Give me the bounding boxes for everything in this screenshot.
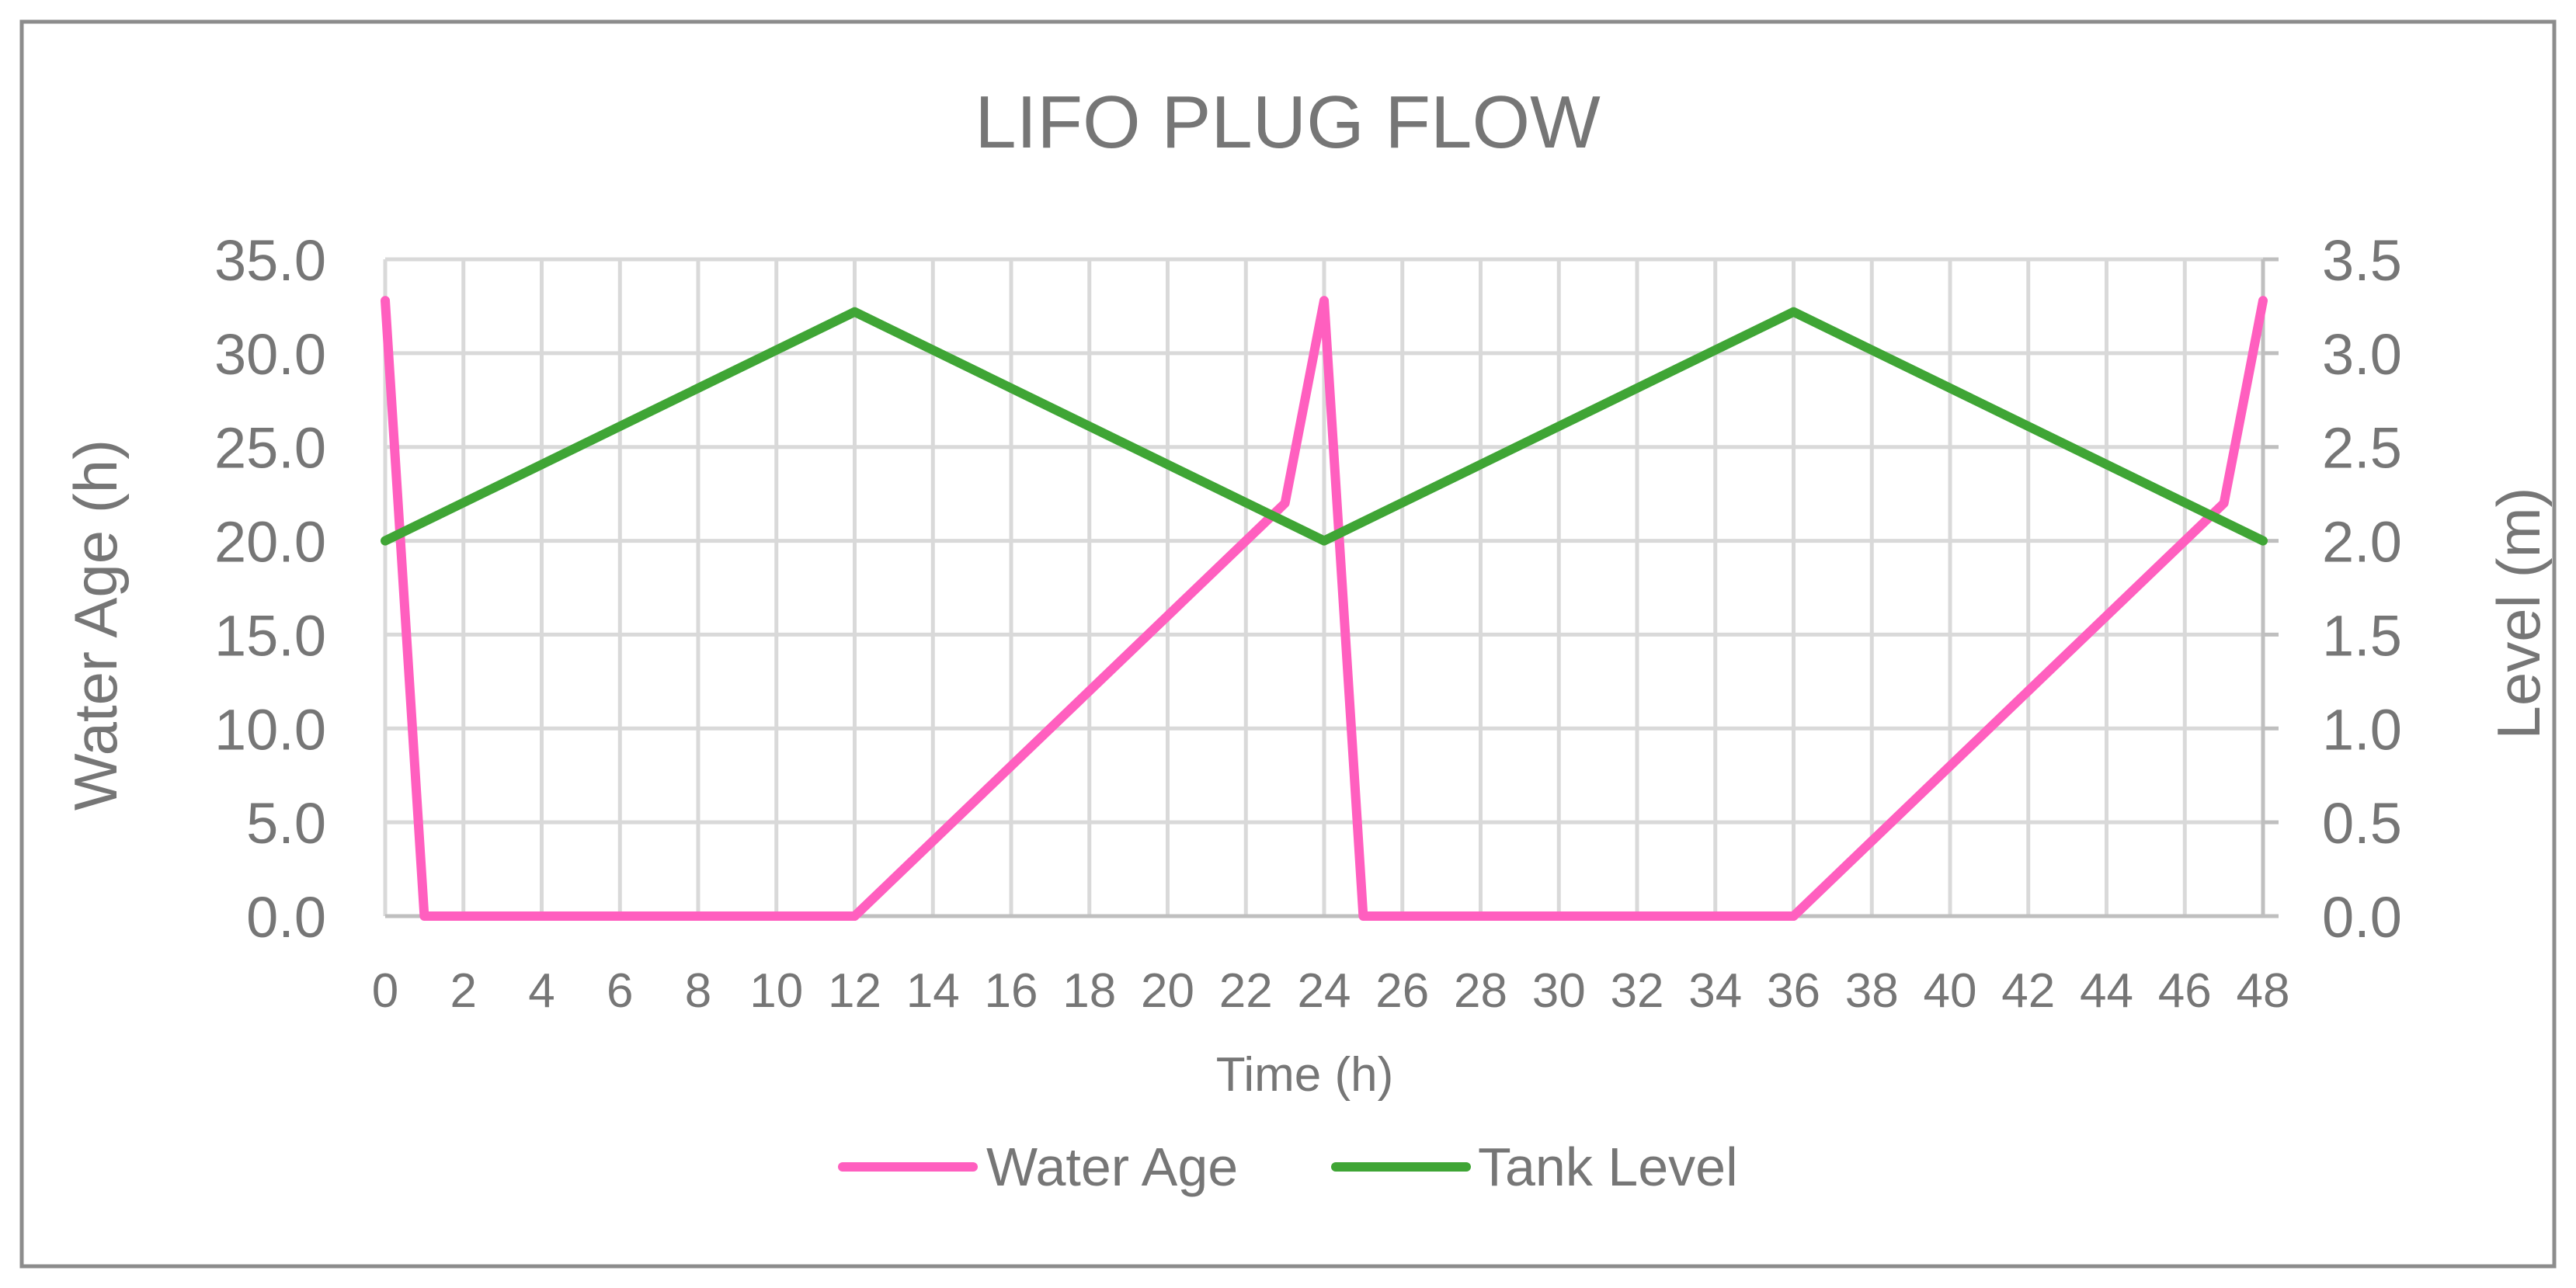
- y-right-tick-label: 2.5: [2322, 416, 2402, 481]
- y-left-tick-label: 30.0: [214, 322, 326, 387]
- series-layer: [381, 296, 2268, 921]
- y-right-tick-label: 3.5: [2322, 228, 2402, 293]
- y-axis-left-label: Water Age (h): [61, 439, 130, 811]
- y-left-tick-label: 20.0: [214, 510, 326, 575]
- series-line-tank-level: [381, 307, 2268, 546]
- y-left-tick-label: 15.0: [214, 603, 326, 668]
- y-left-tick-label: 25.0: [214, 416, 326, 481]
- y-right-tick-label: 0.5: [2322, 791, 2402, 856]
- x-tick-label: 4: [528, 964, 554, 1018]
- chart-border: [19, 19, 2557, 1269]
- chart-title: LIFO PLUG FLOW: [975, 81, 1601, 164]
- y-right-tick-label: 2.0: [2322, 510, 2402, 575]
- x-tick-label: 46: [2158, 964, 2212, 1018]
- y-axis-right-label: Level (m): [2484, 487, 2553, 739]
- x-tick-label: 22: [1219, 964, 1273, 1018]
- x-tick-label: 28: [1454, 964, 1507, 1018]
- x-tick-label: 8: [685, 964, 711, 1018]
- x-tick-label: 14: [906, 964, 960, 1018]
- axes: 0 2 4 6 8 10 12 14 16 18 20 22 24 26 28 30 32 34 36 38 40 42 4…: [214, 228, 2402, 1018]
- x-tick-label: 2: [450, 964, 477, 1018]
- y-right-tick-label: 3.0: [2322, 322, 2402, 387]
- x-tick-label: 0: [372, 964, 398, 1018]
- y-left-tick-label: 35.0: [214, 228, 326, 293]
- x-tick-label: 26: [1375, 964, 1429, 1018]
- x-tick-label: 10: [749, 964, 803, 1018]
- x-tick-label: 18: [1062, 964, 1116, 1018]
- x-tick-label: 6: [607, 964, 633, 1018]
- x-tick-label: 20: [1141, 964, 1194, 1018]
- y-right-tick-label: 0.0: [2322, 885, 2402, 950]
- x-tick-label: 36: [1767, 964, 1820, 1018]
- y-left-tick-label: 10.0: [214, 697, 326, 762]
- legend: Water Age Tank Level: [838, 1137, 1738, 1197]
- y-right-tick-label: 1.0: [2322, 697, 2402, 762]
- x-tick-label: 30: [1532, 964, 1586, 1018]
- y-left-tick-label: 5.0: [246, 791, 326, 856]
- legend-label-tank-level: Tank Level: [1478, 1137, 1738, 1197]
- x-tick-label: 44: [2080, 964, 2133, 1018]
- x-tick-label: 32: [1611, 964, 1664, 1018]
- x-tick-label: 34: [1688, 964, 1742, 1018]
- x-axis-label: Time (h): [1216, 1048, 1393, 1102]
- series-line-water-age: [381, 296, 2268, 921]
- x-tick-label: 42: [2001, 964, 2055, 1018]
- x-tick-label: 24: [1298, 964, 1351, 1018]
- x-tick-label: 40: [1924, 964, 1977, 1018]
- legend-label-water-age: Water Age: [986, 1137, 1238, 1197]
- y-right-tick-label: 1.5: [2322, 603, 2402, 668]
- x-tick-label: 16: [985, 964, 1038, 1018]
- x-tick-label: 12: [828, 964, 881, 1018]
- x-tick-label: 48: [2237, 964, 2290, 1018]
- y-left-tick-label: 0.0: [246, 885, 326, 950]
- x-tick-label: 38: [1845, 964, 1899, 1018]
